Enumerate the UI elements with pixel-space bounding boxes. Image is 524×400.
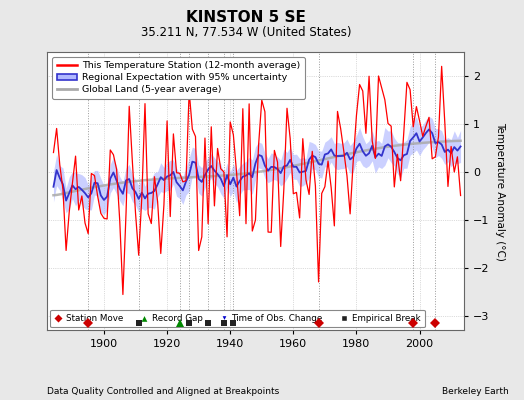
Text: 35.211 N, 77.534 W (United States): 35.211 N, 77.534 W (United States) [141, 26, 352, 39]
Text: Berkeley Earth: Berkeley Earth [442, 387, 508, 396]
Text: Data Quality Controlled and Aligned at Breakpoints: Data Quality Controlled and Aligned at B… [47, 387, 279, 396]
Text: KINSTON 5 SE: KINSTON 5 SE [187, 10, 306, 25]
Legend: Station Move, Record Gap, Time of Obs. Change, Empirical Break: Station Move, Record Gap, Time of Obs. C… [50, 310, 424, 327]
Y-axis label: Temperature Anomaly (°C): Temperature Anomaly (°C) [495, 122, 505, 260]
